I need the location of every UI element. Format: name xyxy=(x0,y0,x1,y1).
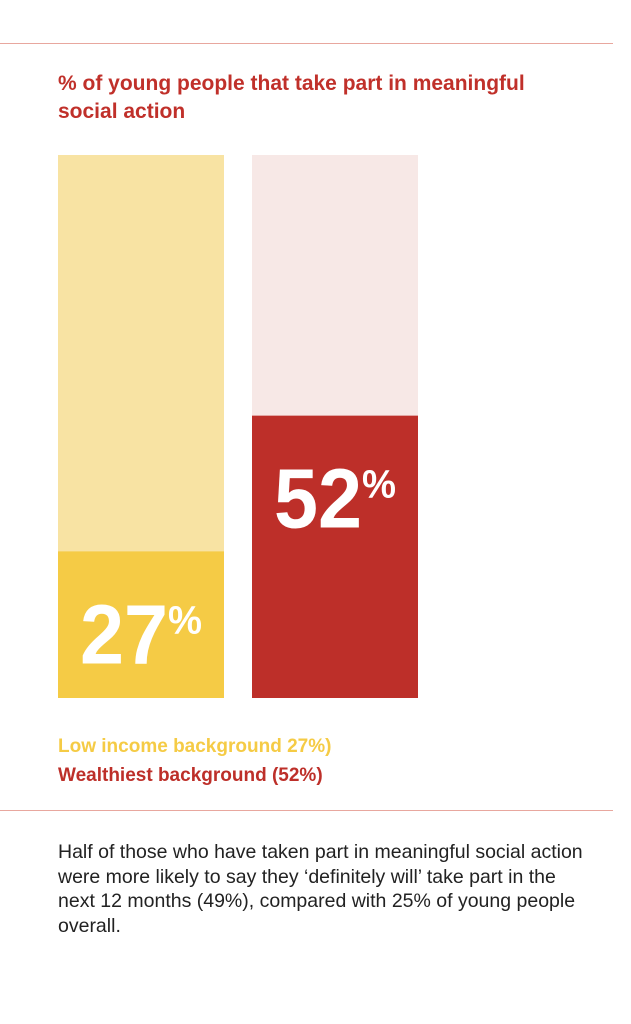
bar-value-percent: % xyxy=(168,598,202,642)
bar-wealthiest xyxy=(252,415,418,698)
caption-text: Half of those who have taken part in mea… xyxy=(58,841,583,937)
top-divider xyxy=(0,43,613,44)
bar-value-label-low-income: 27% xyxy=(80,587,202,681)
bar-value-number: 27 xyxy=(80,587,168,681)
legend: Low income background 27%) Wealthiest ba… xyxy=(58,732,331,790)
legend-low-income: Low income background 27%) xyxy=(58,736,332,757)
legend-wealthiest: Wealthiest background (52%) xyxy=(58,765,323,786)
bar-value-number: 52 xyxy=(274,452,362,546)
bottom-divider xyxy=(0,810,613,811)
chart-title: % of young people that take part in mean… xyxy=(58,72,525,123)
bar-value-percent: % xyxy=(362,463,396,507)
bar-value-label-wealthiest: 52% xyxy=(274,452,396,546)
bar-low-income xyxy=(58,551,224,698)
